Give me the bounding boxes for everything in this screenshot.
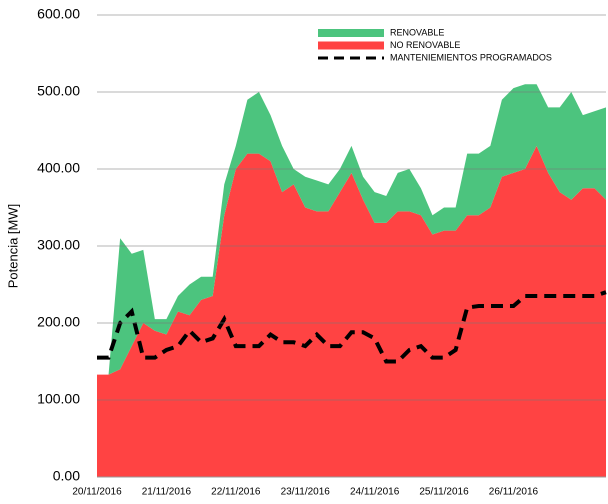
legend-label: RENOVABLE [390, 27, 444, 37]
y-tick-label: 400.00 [37, 160, 80, 176]
x-tick-label: 25/11/2016 [419, 487, 469, 498]
legend-swatch [318, 41, 384, 50]
y-tick-label: 0.00 [53, 468, 80, 484]
y-tick-label: 200.00 [37, 314, 80, 330]
y-axis-label: Potencia [MW] [5, 204, 20, 289]
legend-label: MANTENIEMIENTOS PROGRAMADOS [390, 52, 552, 62]
x-tick-label: 21/11/2016 [142, 487, 192, 498]
area [97, 145, 606, 477]
y-tick-label: 300.00 [37, 237, 80, 253]
area [97, 84, 606, 375]
x-tick-label: 23/11/2016 [281, 487, 331, 498]
x-tick-label: 24/11/2016 [350, 487, 400, 498]
x-tick-label: 20/11/2016 [72, 487, 122, 498]
y-tick-label: 100.00 [37, 391, 80, 407]
line [97, 290, 607, 364]
y-tick-label: 600.00 [37, 6, 80, 22]
y-tick-label: 500.00 [37, 83, 80, 99]
x-tick-label: 26/11/2016 [489, 487, 539, 498]
legend-label: NO RENOVABLE [390, 40, 460, 50]
x-tick-label: 22/11/2016 [211, 487, 261, 498]
legend-swatch [318, 29, 384, 37]
